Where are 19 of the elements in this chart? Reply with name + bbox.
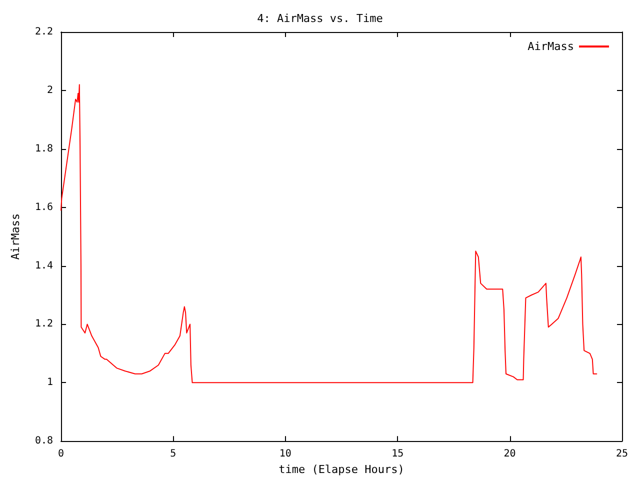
line-series <box>60 84 598 384</box>
legend-label: AirMass <box>528 40 574 53</box>
y-tick-label: 2 <box>46 84 53 96</box>
y-tick-label: 0.8 <box>34 436 53 447</box>
x-axis-title: time (Elapse Hours) <box>278 463 404 476</box>
y-tick-label: 2.2 <box>34 26 53 38</box>
x-tick-label: 25 <box>616 448 628 460</box>
y-tick-label: 1.6 <box>34 202 53 213</box>
x-tick-label: 10 <box>279 448 292 460</box>
y-tick-label: 1.8 <box>34 143 53 154</box>
y-tick-label: 1 <box>46 377 53 388</box>
x-tick-label: 5 <box>170 448 176 460</box>
y-tick-label: 1.4 <box>34 260 53 272</box>
y-axis-title: AirMass <box>9 213 22 260</box>
y-tick-label: 1.2 <box>34 318 53 330</box>
chart-title: 4: AirMass vs. Time <box>257 12 383 25</box>
x-tick-label: 20 <box>504 448 516 460</box>
x-tick-label: 15 <box>392 448 404 460</box>
x-tick-label: 0 <box>58 448 64 460</box>
